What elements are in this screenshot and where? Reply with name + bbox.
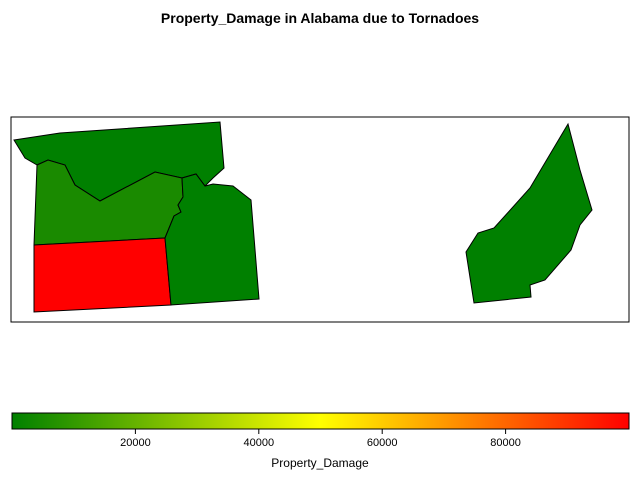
legend-ticks: 20000 40000 60000 80000 [120,429,521,449]
legend-tick-label: 40000 [244,437,275,449]
legend-tick-label: 80000 [490,437,521,449]
legend-label: Property_Damage [271,456,369,470]
region-east[interactable] [465,122,593,304]
legend-tick-label: 20000 [120,437,151,449]
legend-tick-label: 60000 [367,437,398,449]
legend-color-bar [11,412,630,430]
region-southwest[interactable] [33,237,172,313]
region-central-east[interactable] [164,173,260,306]
map-title: Property_Damage in Alabama due to Tornad… [160,10,480,26]
